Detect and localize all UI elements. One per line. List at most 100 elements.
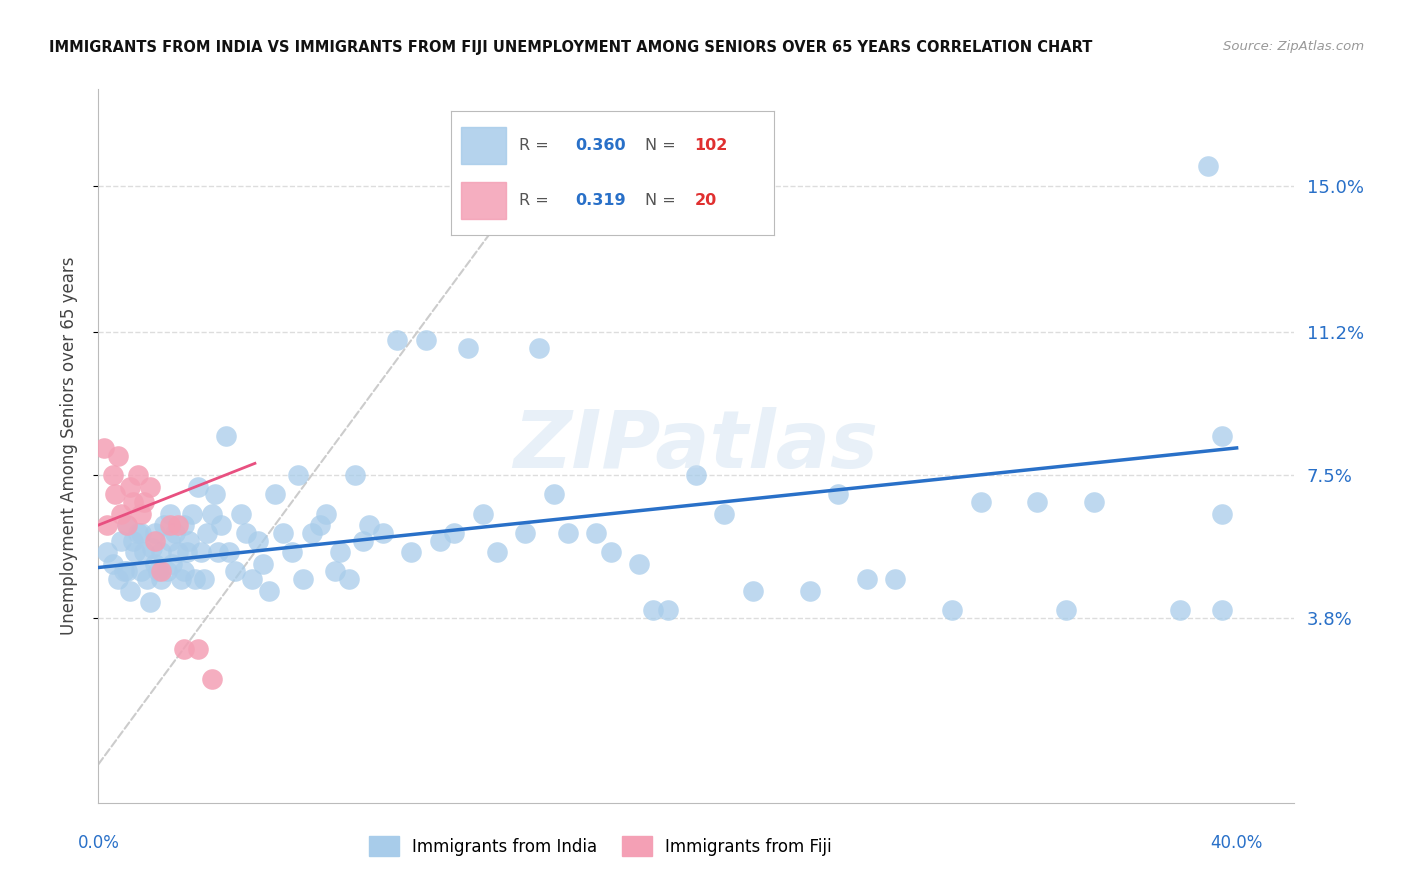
Point <box>827 487 849 501</box>
Point <box>343 467 366 482</box>
Point <box>101 467 124 482</box>
Point <box>132 545 155 559</box>
Point <box>543 487 565 501</box>
Point <box>969 495 991 509</box>
Point <box>96 518 118 533</box>
Point <box>337 572 360 586</box>
Point <box>170 572 193 586</box>
Point <box>1211 429 1233 443</box>
Point <box>713 507 735 521</box>
Point <box>127 525 149 540</box>
Point <box>352 533 374 548</box>
Point <box>107 449 129 463</box>
Text: IMMIGRANTS FROM INDIA VS IMMIGRANTS FROM FIJI UNEMPLOYMENT AMONG SENIORS OVER 65: IMMIGRANTS FROM INDIA VS IMMIGRANTS FROM… <box>49 40 1092 55</box>
Point <box>685 467 707 482</box>
Point <box>529 341 551 355</box>
Point <box>121 495 143 509</box>
Text: ZIPatlas: ZIPatlas <box>513 407 879 485</box>
Point <box>138 595 160 609</box>
Point <box>515 525 537 540</box>
Point <box>628 557 651 571</box>
Point <box>415 333 437 347</box>
Point <box>246 533 269 548</box>
Point <box>184 572 207 586</box>
Point <box>273 525 295 540</box>
Point <box>252 557 274 571</box>
Point <box>301 525 323 540</box>
Point <box>173 518 195 533</box>
Point <box>1168 603 1191 617</box>
Point <box>329 545 352 559</box>
Point <box>132 495 155 509</box>
Point <box>263 487 285 501</box>
Point <box>224 565 246 579</box>
Point <box>104 487 127 501</box>
Point <box>1211 603 1233 617</box>
Point <box>167 518 190 533</box>
Point <box>110 507 132 521</box>
Point <box>201 673 224 687</box>
Point <box>599 545 621 559</box>
Point <box>235 525 257 540</box>
Point <box>443 525 465 540</box>
Point <box>159 533 181 548</box>
Point <box>429 533 451 548</box>
Text: 40.0%: 40.0% <box>1211 834 1263 852</box>
Point <box>173 641 195 656</box>
Point <box>112 565 135 579</box>
Point <box>167 545 190 559</box>
Point <box>150 565 173 579</box>
Point <box>187 641 209 656</box>
Point <box>485 545 508 559</box>
Point <box>1197 159 1219 173</box>
Point <box>138 479 160 493</box>
Point <box>657 603 679 617</box>
Point <box>357 518 380 533</box>
Point <box>1083 495 1105 509</box>
Point <box>173 565 195 579</box>
Legend: Immigrants from India, Immigrants from Fiji: Immigrants from India, Immigrants from F… <box>361 830 839 863</box>
Point <box>457 341 479 355</box>
Point <box>143 557 166 571</box>
Point <box>143 533 166 548</box>
Point <box>585 525 607 540</box>
Point <box>96 545 118 559</box>
Point <box>156 565 179 579</box>
Point <box>159 507 181 521</box>
Text: Source: ZipAtlas.com: Source: ZipAtlas.com <box>1223 40 1364 54</box>
Point <box>215 429 238 443</box>
Point <box>135 572 157 586</box>
Point <box>855 572 877 586</box>
Point <box>153 518 176 533</box>
Point <box>193 572 215 586</box>
Point <box>129 525 152 540</box>
Point <box>309 518 332 533</box>
Point <box>143 525 166 540</box>
Point <box>229 507 252 521</box>
Point <box>129 565 152 579</box>
Point <box>124 545 146 559</box>
Point <box>176 545 198 559</box>
Point <box>315 507 337 521</box>
Point <box>107 572 129 586</box>
Point <box>150 572 173 586</box>
Point <box>118 479 141 493</box>
Point <box>1211 507 1233 521</box>
Point <box>385 333 409 347</box>
Point <box>201 507 224 521</box>
Point <box>799 583 821 598</box>
Point <box>150 545 173 559</box>
Point <box>190 545 212 559</box>
Point <box>110 533 132 548</box>
Point <box>118 583 141 598</box>
Point <box>115 565 138 579</box>
Point <box>323 565 346 579</box>
Point <box>93 441 115 455</box>
Point <box>281 545 304 559</box>
Point <box>1054 603 1077 617</box>
Point <box>240 572 263 586</box>
Point <box>101 557 124 571</box>
Point <box>127 467 149 482</box>
Point <box>187 479 209 493</box>
Point <box>557 525 579 540</box>
